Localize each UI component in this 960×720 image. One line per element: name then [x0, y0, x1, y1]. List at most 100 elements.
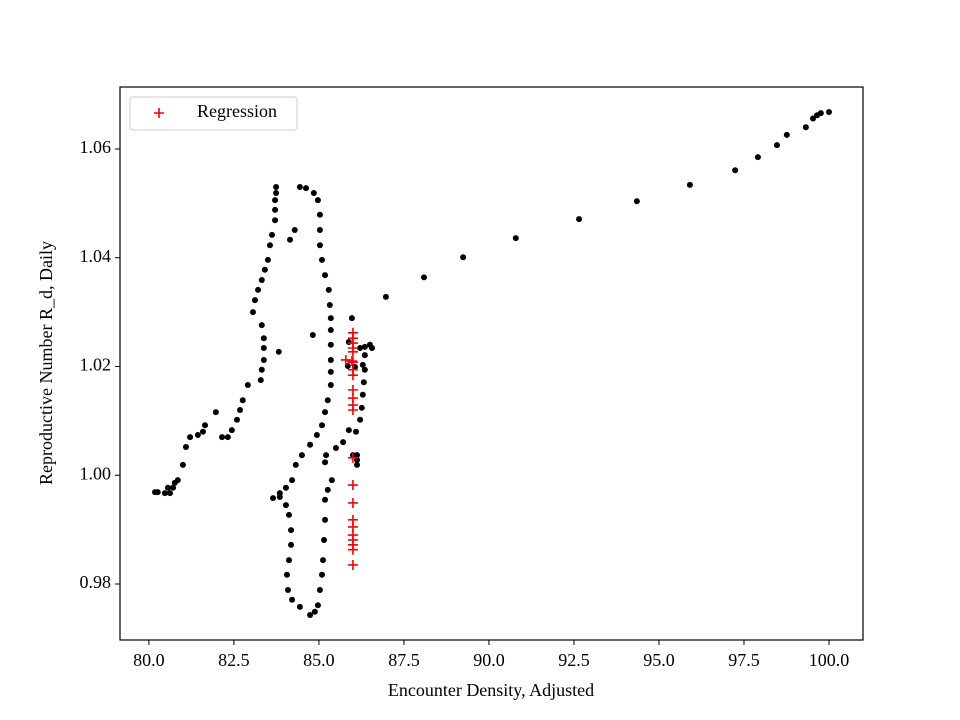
point — [346, 356, 357, 367]
point — [276, 490, 283, 497]
point — [576, 216, 583, 223]
point — [318, 571, 325, 578]
point — [327, 368, 334, 375]
point — [340, 354, 351, 365]
point — [255, 286, 262, 293]
point — [320, 557, 327, 564]
point — [260, 345, 267, 352]
point — [322, 459, 329, 466]
point — [802, 124, 809, 131]
point — [289, 477, 296, 484]
point — [361, 343, 368, 350]
point — [273, 190, 280, 197]
point — [273, 184, 280, 191]
point — [272, 197, 279, 204]
point — [307, 441, 314, 448]
x-tick-label: 80.0 — [133, 650, 165, 670]
point — [512, 235, 519, 242]
point — [161, 490, 168, 497]
point — [239, 397, 246, 404]
y-tick-label: 1.02 — [80, 355, 112, 375]
point — [291, 227, 298, 234]
point — [316, 242, 323, 249]
point — [327, 341, 334, 348]
point — [327, 327, 334, 334]
y-axis-label: Reproductive Number R_d, Daily — [36, 241, 56, 485]
point — [360, 379, 367, 386]
point — [324, 397, 331, 404]
point — [347, 559, 358, 570]
point — [182, 443, 189, 450]
point — [352, 428, 359, 435]
point — [357, 416, 364, 423]
point — [347, 480, 358, 491]
point — [754, 154, 761, 161]
point — [286, 557, 293, 564]
point — [316, 227, 323, 234]
point — [313, 432, 320, 439]
x-axis-label: Encounter Density, Adjusted — [388, 680, 594, 700]
point — [358, 404, 365, 411]
point — [322, 496, 329, 503]
point — [310, 190, 317, 197]
point — [170, 484, 177, 491]
point — [298, 452, 305, 459]
point — [332, 445, 339, 452]
point — [228, 427, 235, 434]
point — [288, 527, 295, 534]
point — [219, 434, 226, 441]
point — [258, 322, 265, 329]
y-tick-label: 1.00 — [80, 463, 112, 483]
point — [347, 370, 358, 381]
point — [257, 377, 264, 384]
point — [318, 256, 325, 263]
point — [269, 231, 276, 238]
point — [321, 536, 328, 543]
point — [633, 198, 640, 205]
point — [258, 366, 265, 373]
point — [296, 184, 303, 191]
point — [327, 356, 334, 363]
point — [261, 266, 268, 273]
point — [773, 142, 780, 149]
point — [359, 361, 366, 368]
point — [292, 461, 299, 468]
point — [327, 381, 334, 388]
point — [233, 416, 240, 423]
point — [288, 541, 295, 548]
point — [324, 486, 331, 493]
point — [348, 315, 355, 322]
x-tick-label: 82.5 — [218, 650, 250, 670]
point — [283, 571, 290, 578]
y-tick-label: 0.98 — [80, 572, 112, 592]
point — [152, 489, 159, 496]
legend-box — [129, 96, 298, 131]
point — [275, 348, 282, 355]
point — [171, 479, 178, 486]
point — [368, 345, 375, 352]
point — [316, 586, 323, 593]
point — [325, 286, 332, 293]
point — [251, 297, 258, 304]
point — [202, 422, 209, 429]
x-tick-label: 92.5 — [558, 650, 590, 670]
point — [272, 206, 279, 213]
point — [307, 611, 314, 618]
point — [323, 452, 330, 459]
point — [354, 461, 361, 468]
x-tick-label: 97.5 — [728, 650, 760, 670]
x-tick-label: 85.0 — [303, 650, 335, 670]
point — [187, 434, 194, 441]
point — [282, 484, 289, 491]
point — [326, 302, 333, 309]
point — [314, 602, 321, 609]
point — [318, 422, 325, 429]
point — [287, 236, 294, 243]
point — [282, 502, 289, 509]
point — [359, 391, 366, 398]
point — [164, 484, 171, 491]
point — [286, 511, 293, 518]
point — [328, 477, 335, 484]
point — [258, 277, 265, 284]
